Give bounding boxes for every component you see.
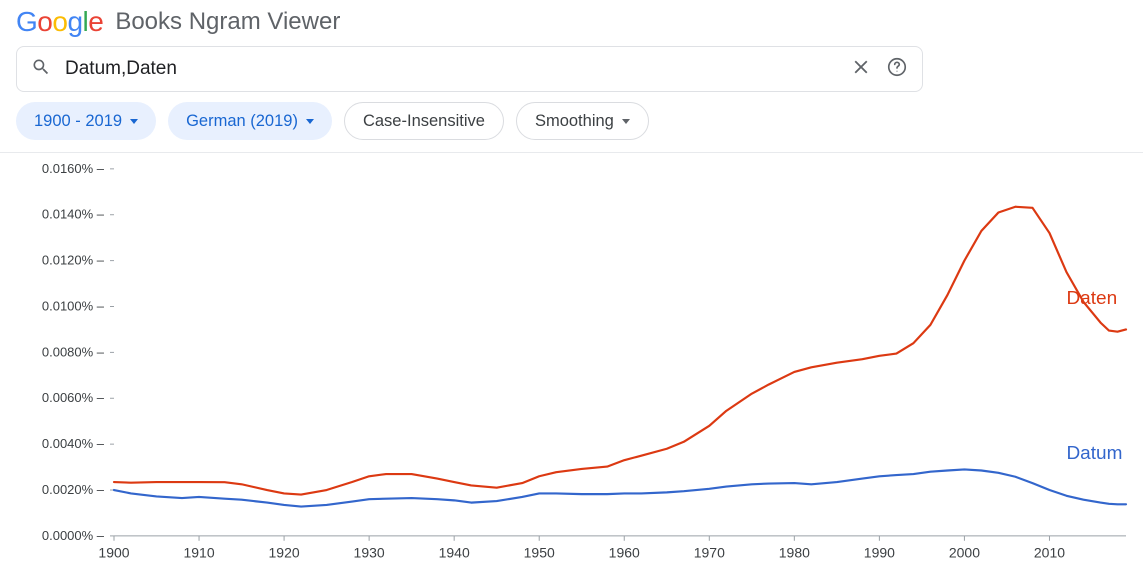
svg-text:1900: 1900 (98, 545, 129, 561)
svg-text:1980: 1980 (779, 545, 810, 561)
svg-text:0.0140% –: 0.0140% – (42, 207, 105, 222)
close-icon[interactable] (850, 56, 872, 83)
svg-text:1920: 1920 (269, 545, 300, 561)
google-logo[interactable]: Google (16, 6, 103, 38)
svg-text:1970: 1970 (694, 545, 725, 561)
svg-text:1990: 1990 (864, 545, 895, 561)
logo-letter: G (16, 6, 37, 37)
search-icon (31, 57, 51, 82)
search-row (0, 46, 1143, 102)
logo-letter: g (67, 6, 82, 37)
svg-text:1940: 1940 (439, 545, 470, 561)
help-icon[interactable] (886, 56, 908, 83)
chip-label: Case-Insensitive (363, 112, 485, 131)
case-insensitive-chip[interactable]: Case-Insensitive (344, 102, 504, 140)
svg-text:1910: 1910 (183, 545, 214, 561)
svg-text:1930: 1930 (354, 545, 385, 561)
svg-text:1950: 1950 (524, 545, 555, 561)
logo-letter: o (37, 6, 52, 37)
chip-label: Smoothing (535, 112, 614, 131)
chevron-down-icon (130, 119, 138, 124)
search-input[interactable] (65, 58, 836, 80)
svg-text:2010: 2010 (1034, 545, 1065, 561)
chip-label: 1900 - 2019 (34, 112, 122, 131)
chip-label: German (2019) (186, 112, 298, 131)
corpus-chip[interactable]: German (2019) (168, 102, 332, 140)
svg-text:0.0000% –: 0.0000% – (42, 528, 105, 543)
header: Google Books Ngram Viewer (0, 0, 1143, 46)
ngram-chart[interactable]: 0.0000% – 0.0020% – 0.0040% – 0.0060% – 0.00… (0, 153, 1143, 573)
svg-text:0.0020% –: 0.0020% – (42, 482, 105, 497)
svg-text:1960: 1960 (609, 545, 640, 561)
svg-text:Datum: Datum (1066, 442, 1122, 463)
chevron-down-icon (622, 119, 630, 124)
chevron-down-icon (306, 119, 314, 124)
svg-text:0.0080% –: 0.0080% – (42, 344, 105, 359)
logo-letter: o (52, 6, 67, 37)
svg-text:0.0120% –: 0.0120% – (42, 253, 105, 268)
year-range-chip[interactable]: 1900 - 2019 (16, 102, 156, 140)
page-title: Books Ngram Viewer (115, 8, 340, 36)
svg-text:Daten: Daten (1066, 287, 1117, 308)
svg-text:2000: 2000 (949, 545, 980, 561)
filter-chips: 1900 - 2019 German (2019) Case-Insensiti… (0, 102, 1143, 148)
logo-letter: e (88, 6, 103, 37)
svg-text:0.0060% –: 0.0060% – (42, 390, 105, 405)
smoothing-chip[interactable]: Smoothing (516, 102, 649, 140)
svg-text:0.0040% –: 0.0040% – (42, 436, 105, 451)
svg-text:0.0160% –: 0.0160% – (42, 163, 105, 176)
svg-text:0.0100% –: 0.0100% – (42, 299, 105, 314)
search-box[interactable] (16, 46, 923, 92)
